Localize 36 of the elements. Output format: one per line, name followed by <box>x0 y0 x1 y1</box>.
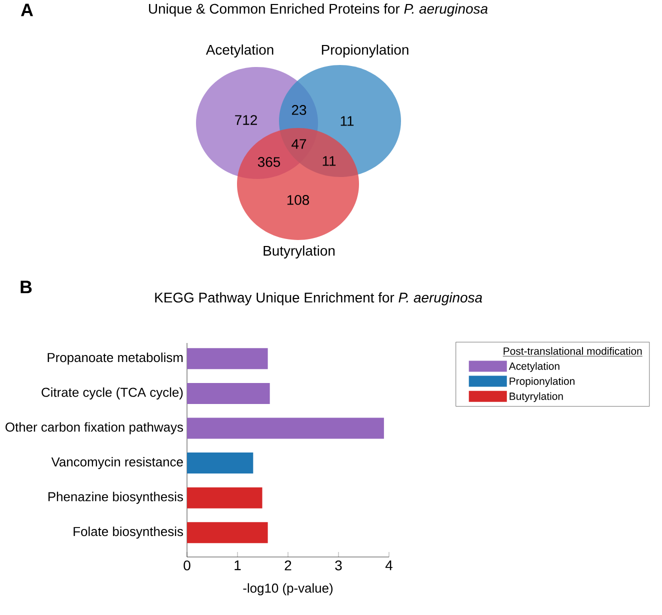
y-tick-label: Citrate cycle (TCA cycle) <box>42 387 183 400</box>
y-tick-label: Propanoate metabolism <box>48 352 183 365</box>
y-tick-label: Vancomycin resistance <box>51 456 183 470</box>
bar <box>187 522 268 544</box>
category-label: Butyrylation <box>264 245 335 258</box>
text: 23 <box>292 105 306 115</box>
x-tick-label: 1 <box>234 560 241 570</box>
y-tick-label: Other carbon fixation pathways <box>6 422 183 434</box>
text: 47 <box>292 139 306 149</box>
x-tick-label: 3 <box>335 560 342 570</box>
x-tick-label: 2 <box>284 560 292 570</box>
category-label: Acetylation <box>206 44 274 58</box>
bar <box>187 452 254 474</box>
bar <box>187 348 268 370</box>
y-tick-label: Folate biosynthesis <box>74 526 183 539</box>
category-label: Propionylation <box>322 44 408 58</box>
x-axis-title: -log10 (p-value) <box>243 583 333 596</box>
legend-label: Acetylation <box>508 362 560 372</box>
legend-label: Propionylation <box>510 377 574 387</box>
bar <box>187 418 384 439</box>
text: 108 <box>287 195 310 205</box>
text: A <box>20 4 34 16</box>
text: Unique & Common Enriched Proteins for P. aeruginosa <box>149 3 488 16</box>
legend-title: Post-translational modification <box>504 347 642 355</box>
chart-title: KEGG Pathway Unique Enrichment for P. aeruginosa <box>155 292 482 306</box>
text: B <box>20 280 32 294</box>
x-tick-label: 4 <box>385 560 392 570</box>
text: 712 <box>235 115 257 125</box>
bar <box>187 487 262 508</box>
bar <box>187 382 270 404</box>
text: 365 <box>258 157 280 167</box>
legend-label: Butyrylation <box>510 392 563 402</box>
text: 11 <box>340 116 354 126</box>
text: 11 <box>322 156 336 166</box>
x-tick-label: 0 <box>184 560 190 570</box>
y-tick-label: Phenazine biosynthesis <box>48 492 183 504</box>
